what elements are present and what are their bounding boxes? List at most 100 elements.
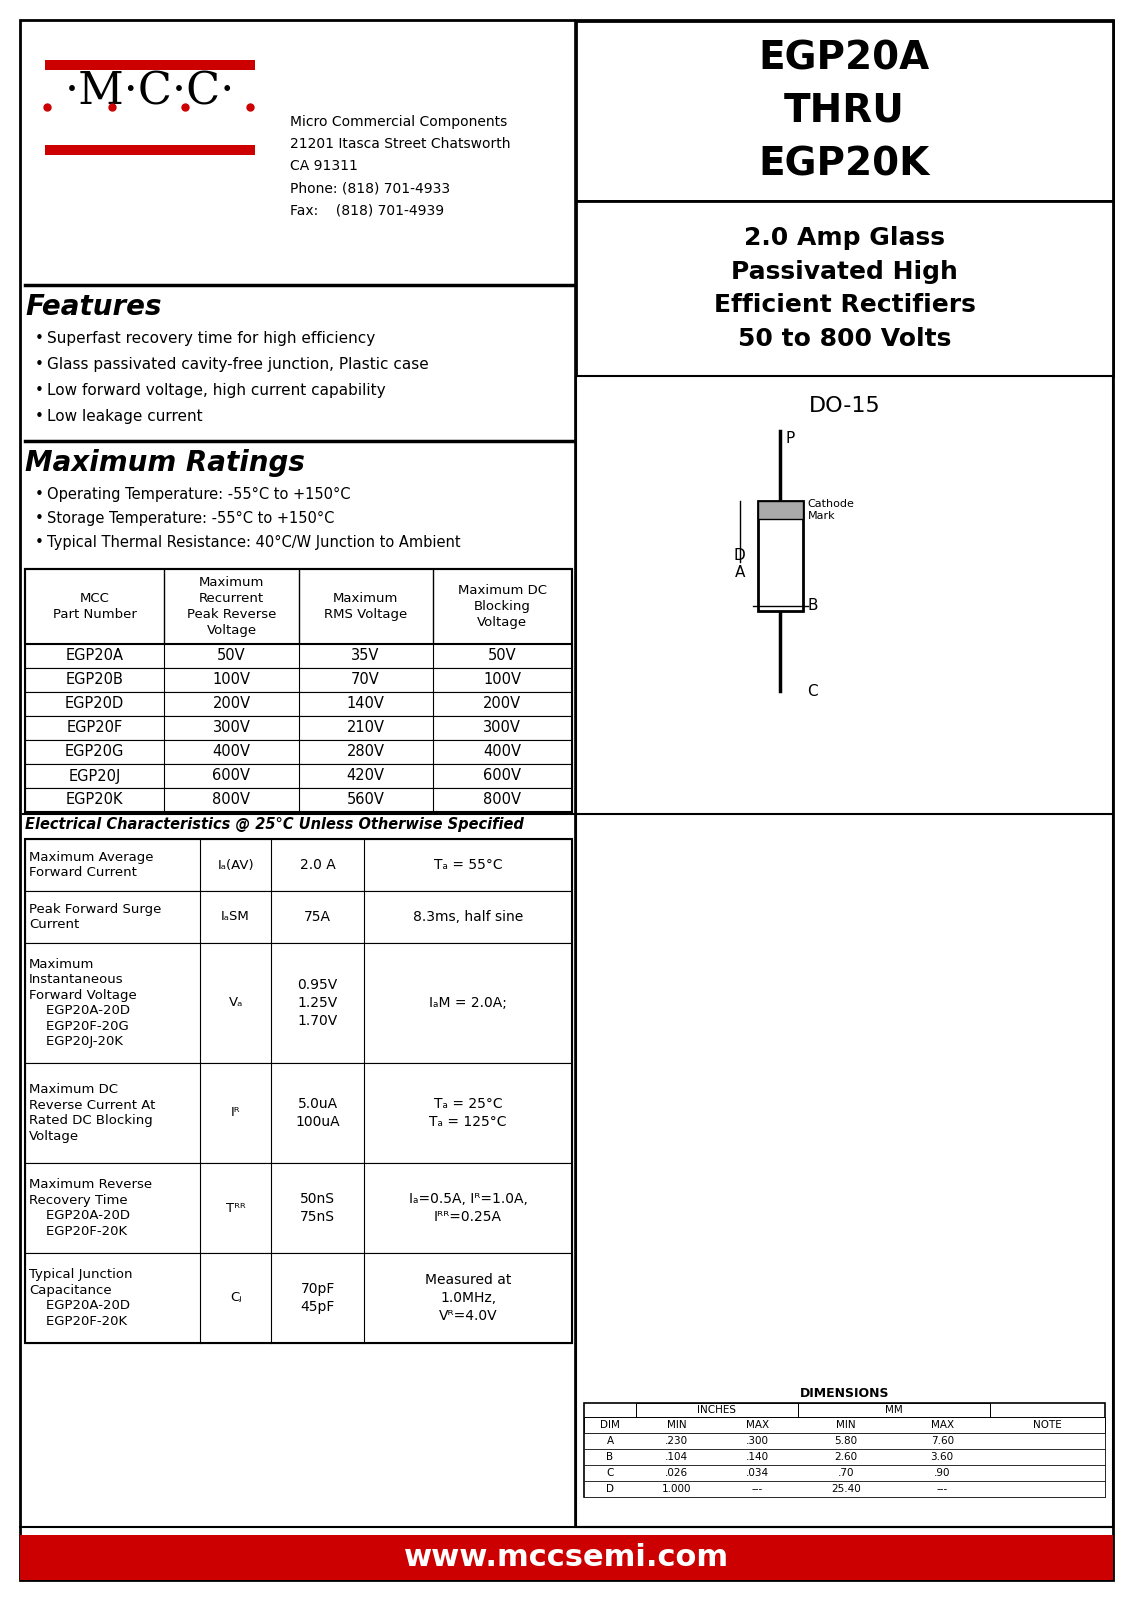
Bar <box>758 501 802 518</box>
Text: 1.000: 1.000 <box>662 1485 691 1494</box>
Text: EGP20J: EGP20J <box>69 768 121 784</box>
Text: MIN: MIN <box>836 1421 855 1430</box>
Text: 35V: 35V <box>351 648 380 664</box>
Text: 50V: 50V <box>488 648 517 664</box>
Text: Low leakage current: Low leakage current <box>46 410 203 424</box>
Text: 7.60: 7.60 <box>930 1437 954 1446</box>
Text: 400V: 400V <box>213 744 250 760</box>
Bar <box>758 501 802 611</box>
Text: MIN: MIN <box>666 1421 687 1430</box>
Text: 70pF
45pF: 70pF 45pF <box>300 1282 335 1314</box>
Text: 2.0 A: 2.0 A <box>300 858 335 872</box>
Text: 3.60: 3.60 <box>930 1453 954 1462</box>
Bar <box>576 21 1113 202</box>
Text: EGP20F: EGP20F <box>67 720 122 736</box>
Text: Fax:    (818) 701-4939: Fax: (818) 701-4939 <box>290 203 444 218</box>
Text: 100V: 100V <box>484 672 521 688</box>
Text: Cathode
Mark: Cathode Mark <box>808 499 854 522</box>
Bar <box>25 1163 572 1253</box>
Bar <box>25 1062 572 1163</box>
Text: Maximum
Recurrent
Peak Reverse
Voltage: Maximum Recurrent Peak Reverse Voltage <box>187 576 276 637</box>
Bar <box>25 717 572 739</box>
Bar <box>25 643 572 669</box>
Bar <box>25 739 572 765</box>
Text: 140V: 140V <box>347 696 384 712</box>
Bar <box>20 1534 1113 1581</box>
Bar <box>25 838 572 1342</box>
Text: 5.80: 5.80 <box>834 1437 858 1446</box>
Text: CA 91311: CA 91311 <box>290 158 358 173</box>
Text: Operating Temperature: -55°C to +150°C: Operating Temperature: -55°C to +150°C <box>46 486 350 502</box>
Text: 5.0uA
100uA: 5.0uA 100uA <box>296 1098 340 1130</box>
Text: Maximum Average
Forward Current: Maximum Average Forward Current <box>29 851 153 880</box>
Bar <box>25 838 572 891</box>
Text: .140: .140 <box>746 1453 769 1462</box>
Text: Glass passivated cavity-free junction, Plastic case: Glass passivated cavity-free junction, P… <box>46 357 428 371</box>
Text: Superfast recovery time for high efficiency: Superfast recovery time for high efficie… <box>46 331 375 346</box>
Text: •: • <box>35 382 44 398</box>
Text: DIMENSIONS: DIMENSIONS <box>800 1387 889 1400</box>
Bar <box>25 787 572 813</box>
Text: 75A: 75A <box>304 910 331 925</box>
Text: B: B <box>606 1453 614 1462</box>
Text: Iₐ=0.5A, Iᴿ=1.0A,
Iᴿᴿ=0.25A: Iₐ=0.5A, Iᴿ=1.0A, Iᴿᴿ=0.25A <box>409 1192 528 1224</box>
Text: 200V: 200V <box>212 696 250 712</box>
Text: .026: .026 <box>665 1469 688 1478</box>
Text: A: A <box>606 1437 614 1446</box>
Text: .300: .300 <box>746 1437 768 1446</box>
Text: .90: .90 <box>934 1469 951 1478</box>
Text: •: • <box>35 410 44 424</box>
Text: Maximum Reverse
Recovery Time
    EGP20A-20D
    EGP20F-20K: Maximum Reverse Recovery Time EGP20A-20D… <box>29 1178 152 1238</box>
Text: C: C <box>808 683 818 699</box>
Text: Tₐ = 55°C: Tₐ = 55°C <box>434 858 502 872</box>
Bar <box>25 1253 572 1342</box>
Text: D: D <box>734 549 746 563</box>
Text: 600V: 600V <box>213 768 250 784</box>
Text: Micro Commercial Components: Micro Commercial Components <box>290 115 508 130</box>
Text: Features: Features <box>25 293 162 322</box>
Text: 400V: 400V <box>484 744 521 760</box>
Text: •: • <box>35 357 44 371</box>
Text: 70V: 70V <box>351 672 380 688</box>
Bar <box>636 1403 798 1418</box>
Text: 8.3ms, half sine: 8.3ms, half sine <box>412 910 523 925</box>
Text: 560V: 560V <box>347 792 384 808</box>
Text: .230: .230 <box>665 1437 688 1446</box>
Text: Iₐ(AV): Iₐ(AV) <box>218 859 254 872</box>
Text: 280V: 280V <box>347 744 384 760</box>
Text: Tᴿᴿ: Tᴿᴿ <box>225 1202 246 1214</box>
Text: .104: .104 <box>665 1453 688 1462</box>
Text: 300V: 300V <box>484 720 521 736</box>
Text: Storage Temperature: -55°C to +150°C: Storage Temperature: -55°C to +150°C <box>46 510 334 526</box>
Text: Maximum Ratings: Maximum Ratings <box>25 450 305 477</box>
Text: MCC
Part Number: MCC Part Number <box>53 592 137 621</box>
Text: MAX: MAX <box>930 1421 954 1430</box>
Text: EGP20A
THRU
EGP20K: EGP20A THRU EGP20K <box>759 38 930 182</box>
Text: Maximum
Instantaneous
Forward Voltage
    EGP20A-20D
    EGP20F-20G
    EGP20J-2: Maximum Instantaneous Forward Voltage EG… <box>29 958 137 1048</box>
Text: Tₐ = 25°C
Tₐ = 125°C: Tₐ = 25°C Tₐ = 125°C <box>429 1098 506 1130</box>
Text: 200V: 200V <box>483 696 521 712</box>
Text: EGP20B: EGP20B <box>66 672 123 688</box>
Text: www.: www. <box>472 1542 566 1571</box>
Bar <box>798 1403 990 1418</box>
Text: 210V: 210V <box>347 720 384 736</box>
Bar <box>25 570 572 643</box>
Bar <box>583 1450 1105 1466</box>
Text: •: • <box>35 486 44 502</box>
Bar <box>45 59 255 70</box>
Bar <box>583 1482 1105 1498</box>
Text: C: C <box>606 1469 614 1478</box>
Text: Electrical Characteristics @ 25°C Unless Otherwise Specified: Electrical Characteristics @ 25°C Unless… <box>25 818 523 832</box>
Text: INCHES: INCHES <box>697 1405 736 1414</box>
Text: MAX: MAX <box>746 1421 769 1430</box>
Bar <box>583 1434 1105 1450</box>
Bar <box>25 765 572 787</box>
Text: Measured at
1.0MHz,
Vᴿ=4.0V: Measured at 1.0MHz, Vᴿ=4.0V <box>425 1272 511 1323</box>
Text: A: A <box>735 565 746 579</box>
Bar <box>25 942 572 1062</box>
Text: Phone: (818) 701-4933: Phone: (818) 701-4933 <box>290 181 450 195</box>
Text: 25.40: 25.40 <box>830 1485 861 1494</box>
Bar <box>25 891 572 942</box>
Text: 420V: 420V <box>347 768 384 784</box>
Bar <box>583 1466 1105 1482</box>
